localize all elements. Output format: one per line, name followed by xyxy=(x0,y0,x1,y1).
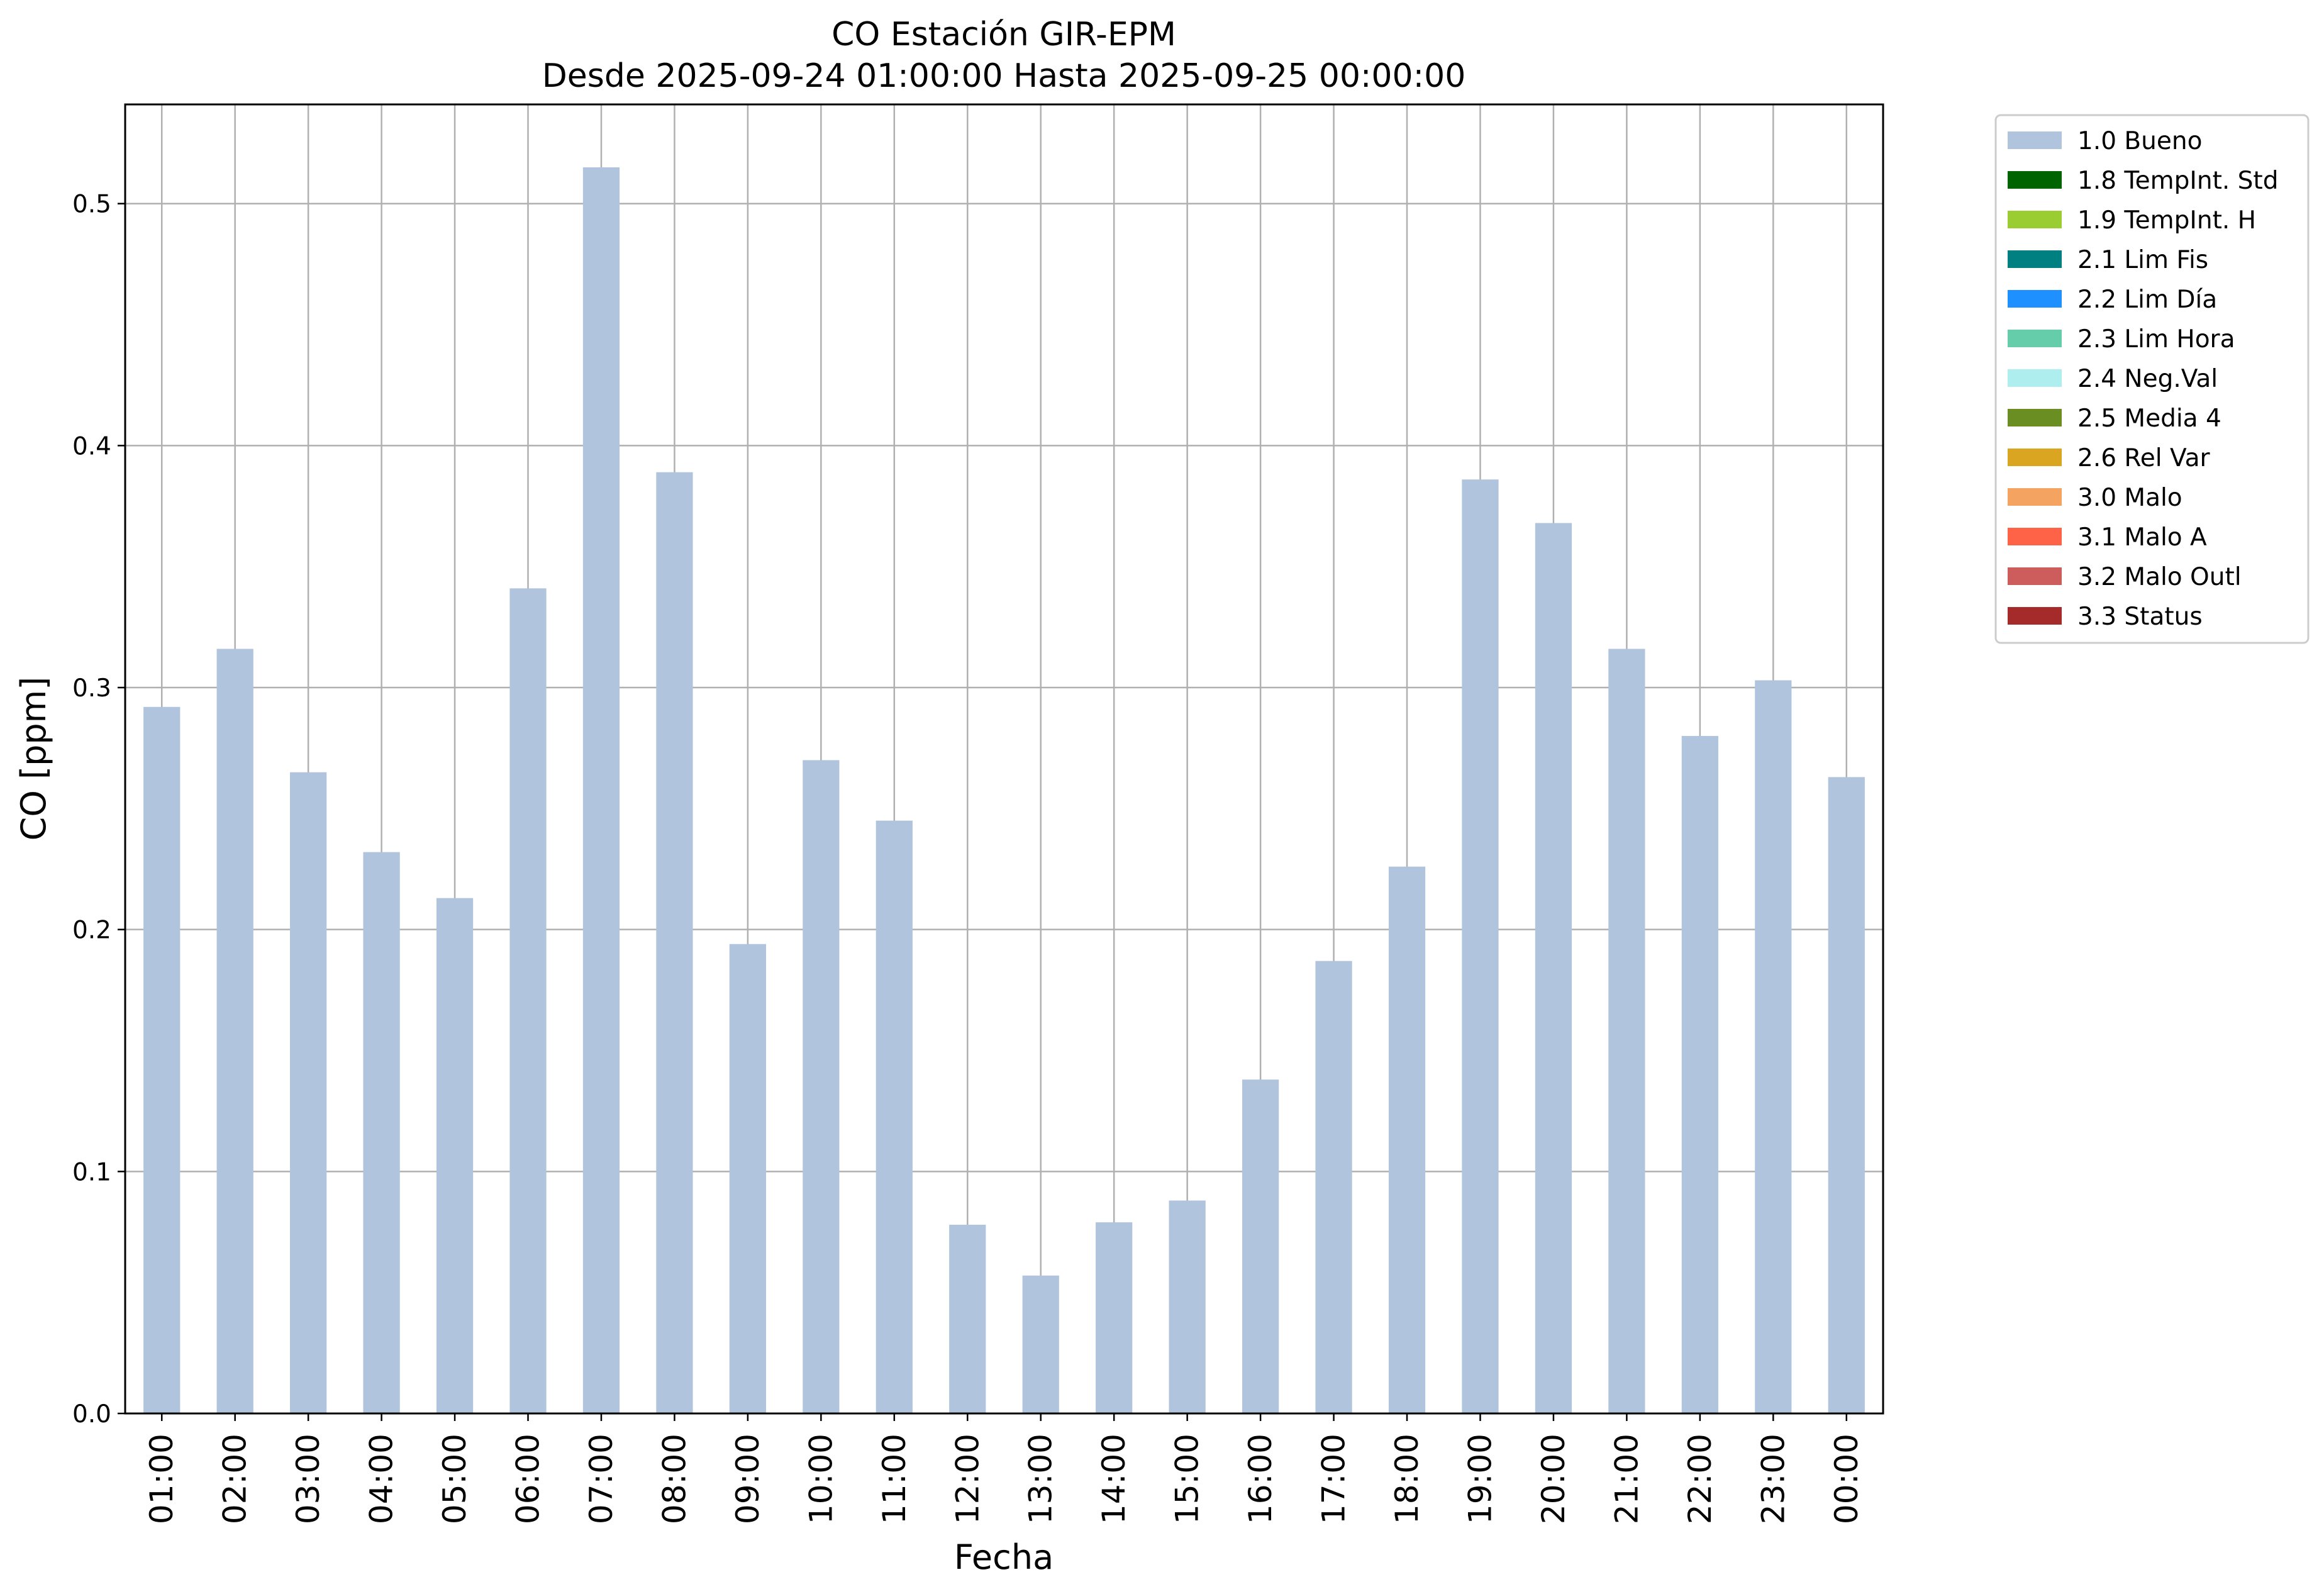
bar xyxy=(436,898,474,1413)
bar xyxy=(1388,866,1426,1413)
plot-frame xyxy=(124,103,1884,1415)
x-tick-label: 00:00 xyxy=(1828,1434,1865,1524)
y-tick-label: 0.5 xyxy=(72,191,111,219)
bar xyxy=(363,852,400,1413)
legend-label: 3.0 Malo xyxy=(2077,484,2182,512)
bar xyxy=(949,1224,986,1413)
legend-swatch xyxy=(2008,211,2062,228)
legend-label: 3.3 Status xyxy=(2077,603,2203,631)
y-tick-label: 0.3 xyxy=(72,674,111,703)
bar xyxy=(1462,479,1499,1413)
legend-label: 1.0 Bueno xyxy=(2077,127,2202,155)
legend-box xyxy=(1994,114,2310,644)
legend-label: 1.9 TempInt. H xyxy=(2077,206,2256,235)
legend-swatch xyxy=(2008,528,2062,545)
bar xyxy=(290,772,327,1413)
bar xyxy=(1755,680,1792,1413)
bar xyxy=(1096,1222,1133,1413)
x-tick-label: 07:00 xyxy=(583,1434,620,1524)
legend-swatch xyxy=(2008,131,2062,149)
legend-swatch xyxy=(2008,449,2062,466)
x-tick-label: 20:00 xyxy=(1535,1434,1572,1524)
legend-label: 1.8 TempInt. Std xyxy=(2077,167,2278,195)
legend-swatch xyxy=(2008,171,2062,189)
legend-swatch xyxy=(2008,567,2062,585)
legend-swatch xyxy=(2008,607,2062,625)
bar xyxy=(729,944,767,1413)
x-tick-label: 04:00 xyxy=(364,1434,400,1524)
chart-title: CO Estación GIR-EPM xyxy=(831,16,1176,53)
x-tick-label: 02:00 xyxy=(217,1434,253,1524)
bar xyxy=(216,649,253,1413)
x-tick-label: 11:00 xyxy=(876,1434,913,1524)
bar xyxy=(1681,735,1718,1413)
bar xyxy=(876,820,913,1413)
legend-swatch xyxy=(2008,409,2062,426)
bar xyxy=(1169,1200,1206,1413)
y-tick-label: 0.4 xyxy=(72,432,111,460)
bar xyxy=(1535,523,1572,1413)
bar xyxy=(509,588,547,1413)
y-tick-label: 0.1 xyxy=(72,1158,111,1186)
legend-swatch xyxy=(2008,250,2062,268)
bar xyxy=(1608,649,1645,1413)
legend-label: 3.2 Malo Outl xyxy=(2077,563,2242,591)
legend-label: 2.4 Neg.Val xyxy=(2077,365,2218,393)
legend: 1.0 Bueno 1.8 TempInt. Std 1.9 TempInt. H 2… xyxy=(1994,114,2310,644)
x-tick-label: 14:00 xyxy=(1096,1434,1132,1524)
x-tick-label: 15:00 xyxy=(1169,1434,1206,1524)
x-tick-label: 23:00 xyxy=(1755,1434,1791,1524)
bar xyxy=(656,472,693,1414)
legend-swatch xyxy=(2008,488,2062,506)
y-tick-label: 0.2 xyxy=(72,917,111,945)
x-tick-label: 01:00 xyxy=(143,1434,180,1524)
x-tick-label: 13:00 xyxy=(1023,1434,1059,1524)
legend-label: 2.2 Lim Día xyxy=(2077,286,2217,314)
bar xyxy=(1242,1079,1279,1413)
bar xyxy=(143,706,181,1413)
x-tick-label: 19:00 xyxy=(1462,1434,1498,1524)
chart-subtitle: Desde 2025-09-24 01:00:00 Hasta 2025-09-… xyxy=(542,57,1466,95)
x-tick-label: 06:00 xyxy=(510,1434,547,1524)
legend-swatch xyxy=(2008,330,2062,347)
x-tick-label: 03:00 xyxy=(290,1434,326,1524)
legend-label: 3.1 Malo A xyxy=(2077,523,2207,552)
legend-label: 2.5 Media 4 xyxy=(2077,404,2221,433)
x-axis-label: Fecha xyxy=(954,1537,1054,1577)
x-tick-label: 09:00 xyxy=(730,1434,766,1524)
y-tick-label: 0.0 xyxy=(72,1400,111,1429)
x-tick-label: 05:00 xyxy=(436,1434,473,1524)
bar xyxy=(1315,961,1352,1413)
x-tick-label: 08:00 xyxy=(656,1434,692,1524)
x-axis: 01:00 02:00 03:00 04:00 05:00 06:00 07:00 08:00… xyxy=(143,1413,1865,1524)
legend-label: 2.1 Lim Fis xyxy=(2077,246,2208,274)
x-tick-label: 22:00 xyxy=(1682,1434,1718,1524)
x-tick-label: 21:00 xyxy=(1608,1434,1645,1524)
legend-label: 2.3 Lim Hora xyxy=(2077,325,2235,354)
bar xyxy=(582,167,620,1413)
bars xyxy=(143,167,1865,1414)
x-tick-label: 16:00 xyxy=(1242,1434,1279,1524)
bar xyxy=(1828,777,1865,1413)
y-axis: 0.0 0.1 0.2 0.3 0.4 0.5 xyxy=(72,191,125,1429)
legend-swatch xyxy=(2008,290,2062,308)
bar xyxy=(803,760,840,1413)
bar xyxy=(1022,1275,1059,1413)
legend-swatch xyxy=(2008,369,2062,387)
x-tick-label: 12:00 xyxy=(949,1434,986,1524)
legend-label: 2.6 Rel Var xyxy=(2077,444,2211,472)
x-tick-label: 18:00 xyxy=(1389,1434,1425,1524)
x-tick-label: 17:00 xyxy=(1316,1434,1352,1524)
x-tick-label: 10:00 xyxy=(803,1434,839,1524)
y-axis-label: CO [ppm] xyxy=(14,677,53,841)
